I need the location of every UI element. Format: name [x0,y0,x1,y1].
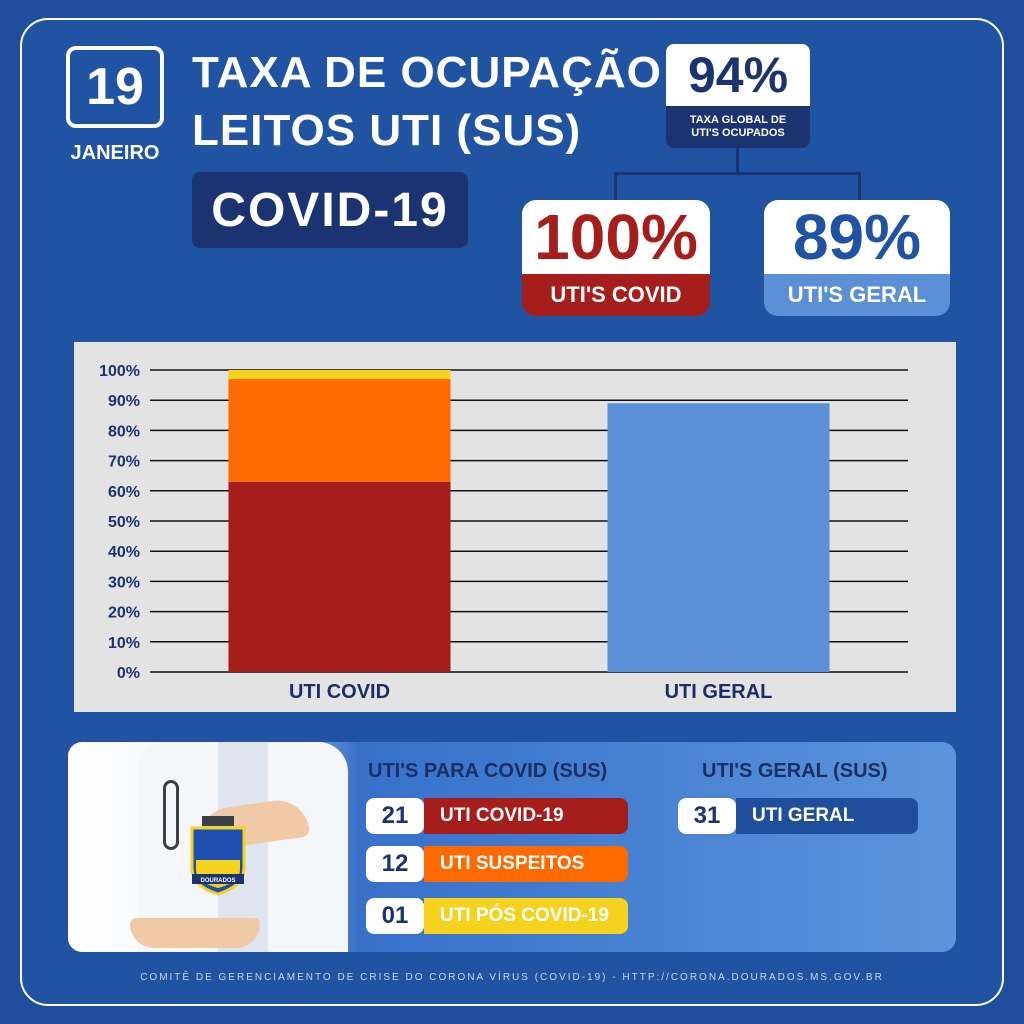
covid-section-title: UTI'S PARA COVID (SUS) [368,760,608,782]
y-tick-label: 80% [108,423,140,440]
doctor-illustration: DOURADOS [68,742,358,952]
global-rate-label-line-1: TAXA GLOBAL DE [689,114,787,126]
covid-tag: COVID-19 [192,172,468,248]
legend-label: UTI SUSPEITOS [424,846,628,882]
card-uti-covid: 100% UTI'S COVID [522,200,710,316]
legend-count: 31 [678,798,736,834]
bar-segment [228,370,451,380]
legend-panel: DOURADOS UTI'S PARA COVID (SUS) 21 UTI C… [68,742,956,952]
legend-count: 12 [366,846,424,882]
global-rate-box: 94% TAXA GLOBAL DE UTI'S OCUPADOS [666,44,810,148]
bar-chart: 0% 10% 20% 30% 40% 50% 60% 70% 80% 90% 100% UTI COV… [99,363,908,703]
geral-section-title: UTI'S GERAL (SUS) [702,760,888,782]
global-rate-value: 94% [666,44,810,106]
hand-bottom [130,918,260,948]
connector-right-drop [858,172,861,202]
card-uti-covid-label: UTI'S COVID [522,274,710,316]
y-tick-label: 20% [108,605,140,622]
y-tick-label: 70% [108,454,140,471]
y-tick-label: 30% [108,574,140,591]
connector-left-drop [614,172,617,202]
card-uti-geral: 89% UTI'S GERAL [764,200,950,316]
bar-segment [228,379,451,482]
x-tick-label: UTI GERAL [665,681,773,703]
connector-horizontal [614,172,861,175]
legend-row-uti-suspeitos: 12 UTI SUSPEITOS [366,846,628,882]
legend-row-uti-pos-covid: 01 UTI PÓS COVID-19 [366,898,628,934]
card-uti-geral-label: UTI'S GERAL [764,274,950,316]
y-tick-label: 0% [117,665,140,682]
y-tick-label: 60% [108,484,140,501]
card-uti-covid-value: 100% [522,200,710,274]
legend-count: 01 [366,898,424,934]
svg-text:DOURADOS: DOURADOS [200,878,235,884]
legend-row-uti-covid: 21 UTI COVID-19 [366,798,628,834]
global-rate-label-line-2: UTI'S OCUPADOS [691,127,785,139]
y-tick-label: 40% [108,544,140,561]
date-month: JANEIRO [70,142,160,164]
y-tick-label: 100% [99,363,140,380]
date-day: 19 [66,46,164,128]
card-uti-geral-value: 89% [764,200,950,274]
legend-count: 21 [366,798,424,834]
x-tick-label: UTI COVID [289,681,390,703]
global-rate-label: TAXA GLOBAL DE UTI'S OCUPADOS [666,106,810,148]
footer-text: COMITÊ DE GERENCIAMENTO DE CRISE DO CORO… [140,972,884,983]
dourados-crest-icon: DOURADOS [190,816,246,896]
bar-segment [228,481,451,672]
title-line-2: LEITOS UTI (SUS) [192,106,582,155]
y-tick-label: 50% [108,514,140,531]
connector-vertical [736,148,739,174]
title-line-1: TAXA DE OCUPAÇÃO [192,48,662,97]
y-tick-label: 90% [108,393,140,410]
bar-segment [607,403,830,672]
legend-label: UTI COVID-19 [424,798,628,834]
legend-label: UTI GERAL [736,798,918,834]
page-title: TAXA DE OCUPAÇÃO LEITOS UTI (SUS) [192,44,662,160]
y-tick-label: 10% [108,635,140,652]
legend-label: UTI PÓS COVID-19 [424,898,628,934]
stethoscope-icon [163,780,179,850]
chart-panel: 0% 10% 20% 30% 40% 50% 60% 70% 80% 90% 100% UTI COV… [74,342,956,712]
legend-row-uti-geral: 31 UTI GERAL [678,798,918,834]
